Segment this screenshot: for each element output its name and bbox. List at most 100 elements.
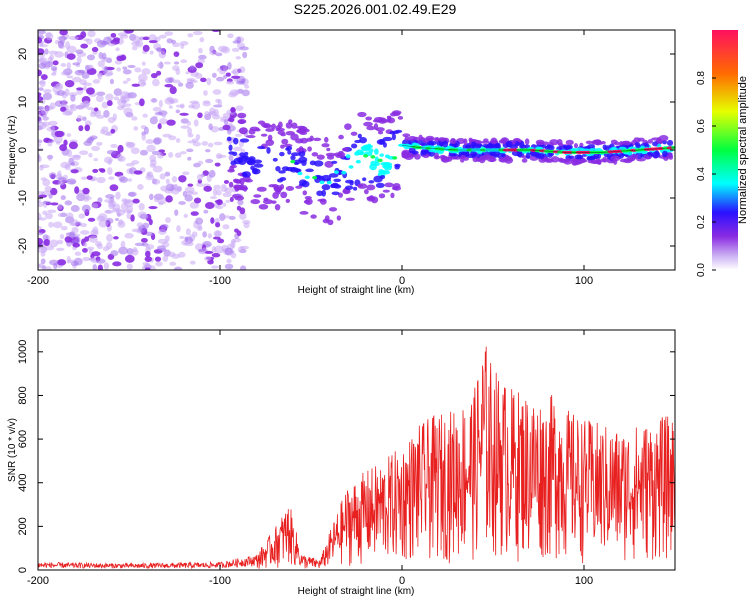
spectrogram-cell	[193, 197, 202, 204]
spectrogram-cell	[105, 209, 112, 214]
spectrogram-cell	[420, 148, 428, 156]
spectrogram-frame	[37, 29, 676, 271]
spectrogram-cell	[230, 252, 237, 259]
spectrogram-cell	[190, 79, 198, 83]
snr-y-tick-label: 400	[17, 474, 29, 492]
spectrogram-cell	[102, 130, 111, 136]
spectrogram-cell	[116, 67, 122, 72]
spectrogram-cell	[610, 139, 618, 145]
spectrogram-cell	[203, 90, 208, 96]
spectrogram-cell	[122, 209, 133, 213]
spectrogram-cell	[144, 267, 151, 270]
spectrogram-cell	[392, 111, 401, 117]
spectrogram-cell	[312, 137, 322, 142]
spectrogram-cell	[41, 190, 51, 196]
spectrogram-cell	[126, 211, 131, 220]
spectrogram-cell	[403, 151, 411, 156]
spectrogram-cell	[250, 165, 255, 171]
spectrogram-cell	[158, 99, 163, 108]
spectrogram-cell	[176, 225, 181, 233]
spectrogram-cell	[49, 239, 59, 248]
spectrogram-cell	[187, 156, 192, 161]
snr-y-tick-label: 200	[17, 517, 29, 535]
spectrogram-cell	[344, 185, 354, 190]
spectrogram-cell	[173, 61, 180, 65]
spectrogram-cell	[93, 157, 99, 162]
spectrogram-cell	[106, 100, 113, 107]
spectrogram-cell	[95, 94, 104, 103]
spectrogram-cell	[165, 77, 173, 84]
spectrogram-cell	[449, 139, 457, 145]
spectrogram-cell	[223, 74, 228, 80]
snr-x-tick-label: 0	[399, 575, 405, 587]
spectrogram-cell	[244, 178, 254, 183]
spectrogram-cell	[227, 117, 234, 122]
spectrogram-cell	[148, 205, 158, 210]
spectrogram-cell	[54, 130, 65, 138]
spectrogram-cell	[106, 72, 114, 76]
spectrogram-cell	[191, 231, 198, 238]
spectrogram-cell	[647, 139, 653, 144]
spectrogram-cell	[132, 35, 141, 44]
spectrogram-cell	[183, 213, 189, 218]
spectrogram-cell	[604, 145, 613, 149]
spectrogram-cell	[239, 155, 249, 160]
spectrogram-cell	[88, 235, 98, 243]
spectrogram-cell	[321, 184, 331, 191]
spectrogram-cell	[203, 209, 209, 214]
spectrogram-cell	[349, 180, 354, 186]
spectrogram-cell	[397, 115, 404, 120]
spectrogram-x-tick-label: 0	[399, 275, 405, 287]
spectrogram-cell	[91, 251, 101, 257]
spectrogram-cell	[345, 197, 355, 201]
spectrogram-cell	[196, 173, 203, 181]
spectrogram-cell	[132, 198, 140, 204]
spectrogram-cell	[130, 147, 140, 155]
spectrogram-cell	[299, 211, 309, 215]
spectrogram-cell	[501, 153, 506, 158]
spectrogram-cell	[56, 239, 64, 245]
spectrogram-cell	[117, 144, 124, 153]
spectrogram-cell	[331, 160, 338, 164]
spectrogram-cell	[220, 186, 228, 192]
spectrogram-cell	[187, 133, 194, 138]
spectrogram-cell	[113, 37, 121, 42]
spectrogram-cell	[445, 156, 453, 162]
spectrogram-cell	[66, 178, 77, 185]
spectrogram-cell	[60, 195, 66, 201]
spectrogram-cell	[394, 165, 400, 170]
spectrogram-cell	[204, 256, 212, 262]
spectrogram-y-tick-label: 10	[17, 96, 29, 108]
spectrogram-cell	[286, 146, 293, 151]
spectrogram-cell	[239, 212, 247, 220]
spectrogram-cell	[223, 180, 230, 184]
spectrogram-cell	[420, 143, 427, 147]
spectrogram-cell	[48, 139, 55, 144]
spectrogram-cell	[57, 203, 63, 210]
spectrogram-cell	[70, 219, 79, 227]
spectrogram-cell	[592, 139, 602, 145]
spectrogram-cell	[214, 245, 224, 254]
spectrogram-cell	[120, 240, 126, 249]
spectrogram-cell	[66, 256, 71, 264]
spectrogram-cell	[38, 111, 41, 117]
spectrogram-cell	[277, 130, 286, 135]
spectrogram-cell	[128, 142, 136, 148]
spectrogram-cell	[213, 236, 221, 240]
spectrogram-cell	[78, 125, 84, 132]
spectrogram-cell	[341, 170, 347, 175]
spectrogram-cell	[382, 189, 390, 193]
spectrogram-cell	[92, 226, 99, 235]
spectrogram-y-tick-label: -20	[17, 238, 29, 254]
spectrogram-cell	[216, 205, 224, 210]
spectrogram-cell	[148, 193, 154, 201]
spectrogram-cell	[71, 76, 82, 83]
spectrogram-cell	[635, 144, 641, 149]
spectrogram-cell	[45, 105, 54, 111]
spectrogram-cell	[75, 49, 84, 54]
spectrogram-cell	[178, 201, 186, 205]
spectrogram-cell	[300, 137, 309, 144]
spectrogram-cell	[207, 142, 214, 148]
colorbar: 0.0 0.2 0.4 0.6 0.8 Normalized spectral ampl…	[696, 30, 749, 277]
